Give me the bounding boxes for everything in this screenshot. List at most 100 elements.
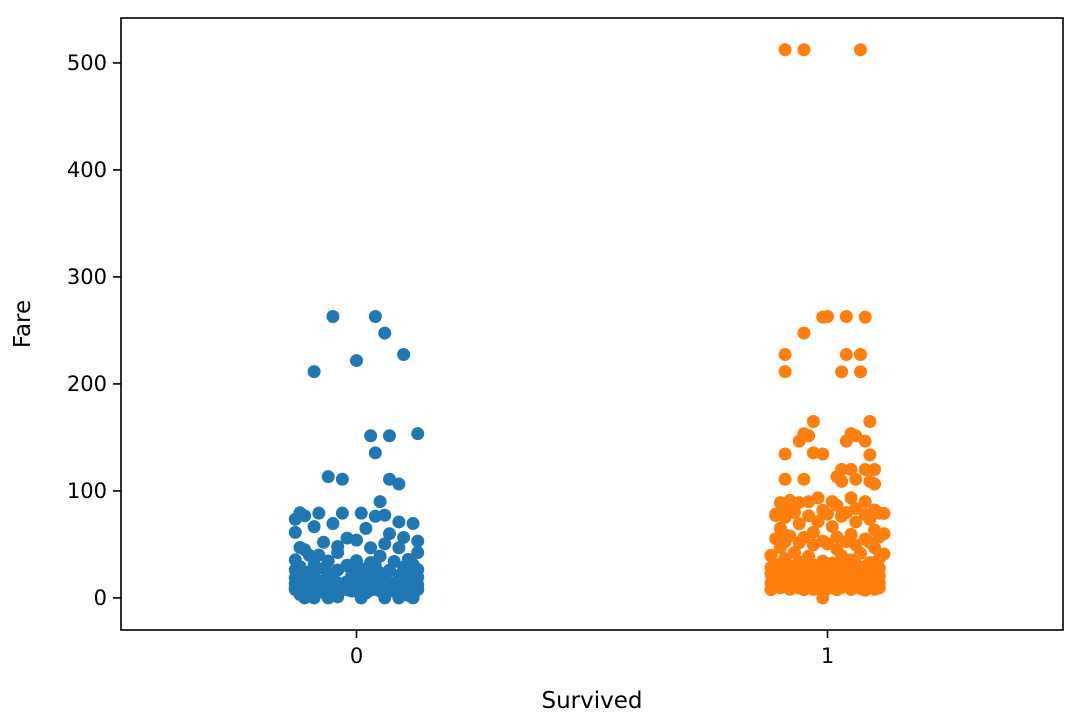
data-point-survived-1 — [858, 583, 872, 597]
y-tick-label: 0 — [94, 586, 107, 610]
y-tick-label: 300 — [67, 265, 107, 289]
data-point-survived-1 — [853, 43, 867, 57]
data-point-survived-1 — [806, 538, 820, 552]
data-point-survived-1 — [769, 509, 783, 523]
data-point-survived-1 — [868, 541, 882, 555]
data-point-survived-0 — [298, 591, 312, 605]
data-point-survived-0 — [392, 515, 406, 529]
data-point-survived-0 — [378, 591, 392, 605]
data-point-survived-0 — [397, 347, 411, 361]
data-point-survived-1 — [844, 463, 858, 477]
data-point-survived-0 — [335, 506, 349, 520]
data-point-survived-1 — [868, 582, 882, 596]
data-point-survived-1 — [839, 310, 853, 324]
data-point-survived-1 — [853, 546, 867, 560]
data-point-survived-1 — [778, 43, 792, 57]
data-point-survived-0 — [326, 310, 340, 324]
y-axis: 0 100 200 300 400 500 — [67, 51, 121, 610]
data-point-survived-0 — [312, 548, 326, 562]
data-point-survived-1 — [844, 491, 858, 505]
data-point-survived-1 — [792, 496, 806, 510]
data-point-survived-1 — [858, 495, 872, 509]
data-point-survived-1 — [806, 582, 820, 596]
data-point-survived-1 — [830, 583, 844, 597]
data-point-survived-0 — [288, 512, 302, 526]
data-point-survived-0 — [307, 520, 321, 534]
data-point-survived-1 — [835, 365, 849, 379]
data-point-survived-0 — [392, 591, 406, 605]
data-point-survived-0 — [288, 525, 302, 539]
data-point-survived-1 — [806, 414, 820, 428]
data-point-survived-1 — [764, 549, 778, 563]
data-point-survived-1 — [858, 463, 872, 477]
data-point-survived-1 — [863, 448, 877, 462]
data-point-survived-1 — [877, 527, 891, 541]
data-point-survived-0 — [350, 354, 363, 368]
data-point-survived-1 — [825, 520, 839, 534]
data-point-survived-0 — [378, 537, 392, 551]
data-point-survived-1 — [858, 434, 872, 448]
data-point-survived-1 — [863, 512, 877, 526]
data-point-survived-0 — [406, 517, 420, 531]
data-point-survived-0 — [411, 546, 425, 560]
data-point-survived-1 — [816, 447, 830, 461]
data-point-survived-0 — [364, 556, 378, 570]
data-point-survived-0 — [345, 584, 359, 598]
data-point-survived-0 — [321, 591, 335, 605]
data-point-survived-0 — [392, 477, 406, 491]
data-point-survived-1 — [802, 429, 816, 443]
data-point-survived-0 — [397, 530, 411, 544]
data-point-survived-1 — [821, 537, 834, 551]
data-point-survived-1 — [811, 515, 825, 529]
data-point-survived-1 — [778, 472, 792, 486]
data-point-survived-1 — [792, 517, 806, 531]
data-point-survived-0 — [354, 506, 368, 520]
data-point-survived-0 — [378, 326, 392, 340]
data-point-survived-0 — [331, 590, 345, 604]
y-tick-label: 500 — [67, 51, 107, 75]
data-point-survived-1 — [839, 347, 853, 361]
x-axis-label: Survived — [542, 688, 643, 714]
data-point-survived-1 — [773, 541, 787, 555]
data-point-survived-1 — [830, 498, 844, 512]
data-point-survived-1 — [797, 583, 811, 597]
data-point-survived-1 — [797, 43, 811, 57]
data-point-survived-1 — [802, 495, 816, 509]
data-point-survived-1 — [816, 591, 830, 605]
plot-frame — [120, 17, 1064, 631]
data-point-survived-1 — [849, 472, 863, 486]
data-point-survived-1 — [783, 582, 797, 596]
data-point-survived-0 — [382, 527, 396, 541]
data-point-survived-1 — [877, 547, 891, 561]
data-point-survived-1 — [868, 477, 882, 491]
data-point-survived-0 — [401, 552, 415, 566]
data-point-survived-0 — [368, 446, 382, 460]
data-point-survived-1 — [849, 429, 863, 443]
data-point-survived-0 — [382, 429, 396, 443]
data-point-survived-1 — [788, 545, 802, 559]
data-point-survived-0 — [364, 429, 378, 443]
data-point-survived-0 — [368, 509, 382, 523]
data-point-survived-1 — [821, 310, 834, 324]
data-point-survived-0 — [411, 534, 425, 548]
y-tick-label: 400 — [67, 158, 107, 182]
data-point-survived-0 — [307, 365, 321, 379]
data-point-survived-0 — [359, 521, 373, 535]
y-tick-label: 100 — [67, 479, 107, 503]
data-point-survived-1 — [853, 365, 867, 379]
data-point-survived-0 — [392, 541, 406, 555]
data-point-survived-0 — [317, 535, 331, 549]
data-point-survived-1 — [863, 414, 877, 428]
data-point-survived-0 — [368, 310, 382, 324]
data-point-survived-1 — [839, 434, 853, 448]
data-point-survived-1 — [835, 474, 849, 488]
data-point-survived-1 — [853, 347, 867, 361]
data-point-survived-0 — [331, 540, 345, 554]
data-points — [288, 43, 891, 605]
data-point-survived-1 — [764, 583, 778, 597]
data-point-survived-1 — [778, 447, 792, 461]
data-point-survived-0 — [406, 591, 420, 605]
data-point-survived-1 — [806, 446, 820, 460]
data-point-survived-1 — [858, 310, 872, 324]
data-point-survived-1 — [797, 326, 811, 340]
